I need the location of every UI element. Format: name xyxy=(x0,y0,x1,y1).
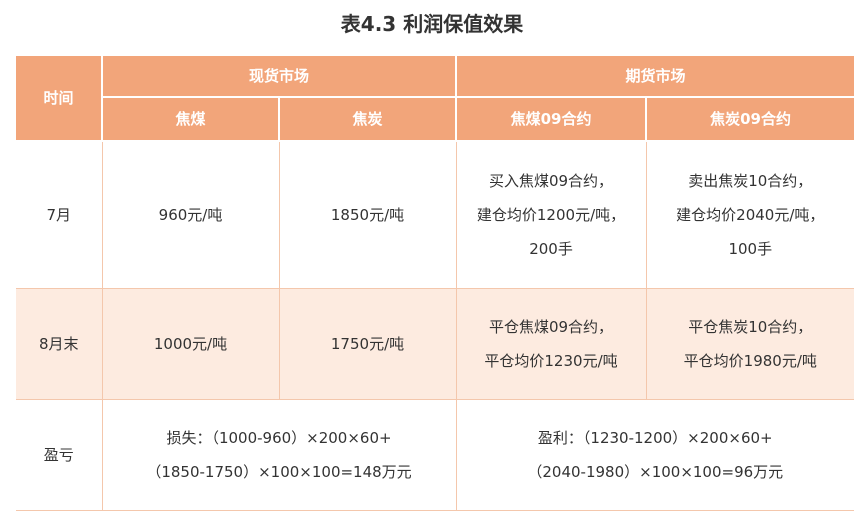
futures-coke-aug-end-line: 平仓焦炭10合约， xyxy=(688,318,813,336)
table-row-july: 7月 960元/吨 1850元/吨 买入焦煤09合约， 建仓均价1200元/吨，… xyxy=(16,141,855,289)
row-label-aug-end: 8月末 xyxy=(16,288,103,400)
futures-coke-july: 卖出焦炭10合约， 建仓均价2040元/吨， 100手 xyxy=(646,141,855,289)
spot-coke-july: 1850元/吨 xyxy=(279,141,457,289)
futures-coal-aug-end-line: 平仓均价1230元/吨 xyxy=(484,352,618,370)
header-coke: 焦炭 xyxy=(279,97,458,142)
futures-coke-july-line: 卖出焦炭10合约， xyxy=(688,172,813,190)
futures-profit-line: （2040-1980）×100×100=96万元 xyxy=(527,463,784,481)
futures-coal-aug-end: 平仓焦煤09合约， 平仓均价1230元/吨 xyxy=(456,288,647,400)
hedging-table: 时间 现货市场 期货市场 焦煤 焦炭 焦煤09合约 焦炭09合约 7月 960元… xyxy=(16,56,855,511)
futures-coal-aug-end-line: 平仓焦煤09合约， xyxy=(488,318,614,336)
table-row-profit-loss: 盈亏 损失：（1000-960）×200×60+ （1850-1750）×100… xyxy=(16,399,855,511)
spot-loss: 损失：（1000-960）×200×60+ （1850-1750）×100×10… xyxy=(102,399,457,511)
header-coke-coal-09: 焦煤09合约 xyxy=(456,97,648,142)
spot-coal-july: 960元/吨 xyxy=(102,141,280,289)
header-row-top: 时间 现货市场 期货市场 xyxy=(16,56,855,142)
spot-loss-line: 损失：（1000-960）×200×60+ xyxy=(166,429,392,447)
header-time: 时间 xyxy=(16,56,103,142)
futures-coke-aug-end: 平仓焦炭10合约， 平仓均价1980元/吨 xyxy=(646,288,855,400)
futures-coal-july: 买入焦煤09合约， 建仓均价1200元/吨， 200手 xyxy=(456,141,647,289)
futures-profit-line: 盈利：（1230-1200）×200×60+ xyxy=(537,429,773,447)
header-futures-market: 期货市场 xyxy=(456,56,855,98)
spot-coke-aug-end: 1750元/吨 xyxy=(279,288,457,400)
spot-coal-aug-end: 1000元/吨 xyxy=(102,288,280,400)
futures-coke-aug-end-line: 平仓均价1980元/吨 xyxy=(683,352,817,370)
spot-loss-line: （1850-1750）×100×100=148万元 xyxy=(146,463,412,481)
header-coke-09: 焦炭09合约 xyxy=(646,97,855,142)
row-label-profit-loss: 盈亏 xyxy=(16,399,103,511)
table-title: 表4.3 利润保值效果 xyxy=(340,12,524,36)
futures-coal-july-line: 200手 xyxy=(529,240,573,258)
header-coke-coal: 焦煤 xyxy=(102,97,280,142)
row-label-july: 7月 xyxy=(16,141,103,289)
futures-coal-july-line: 建仓均价1200元/吨， xyxy=(476,206,626,224)
header-spot-market: 现货市场 xyxy=(102,56,458,98)
table-row-aug-end: 8月末 1000元/吨 1750元/吨 平仓焦煤09合约， 平仓均价1230元/… xyxy=(16,288,855,400)
futures-coke-july-line: 100手 xyxy=(728,240,773,258)
futures-coal-july-line: 买入焦煤09合约， xyxy=(488,172,614,190)
header-row-sub: 焦煤 焦炭 焦煤09合约 焦炭09合约 xyxy=(16,97,855,142)
futures-coke-july-line: 建仓均价2040元/吨， xyxy=(676,206,825,224)
futures-profit: 盈利：（1230-1200）×200×60+ （2040-1980）×100×1… xyxy=(456,399,855,511)
